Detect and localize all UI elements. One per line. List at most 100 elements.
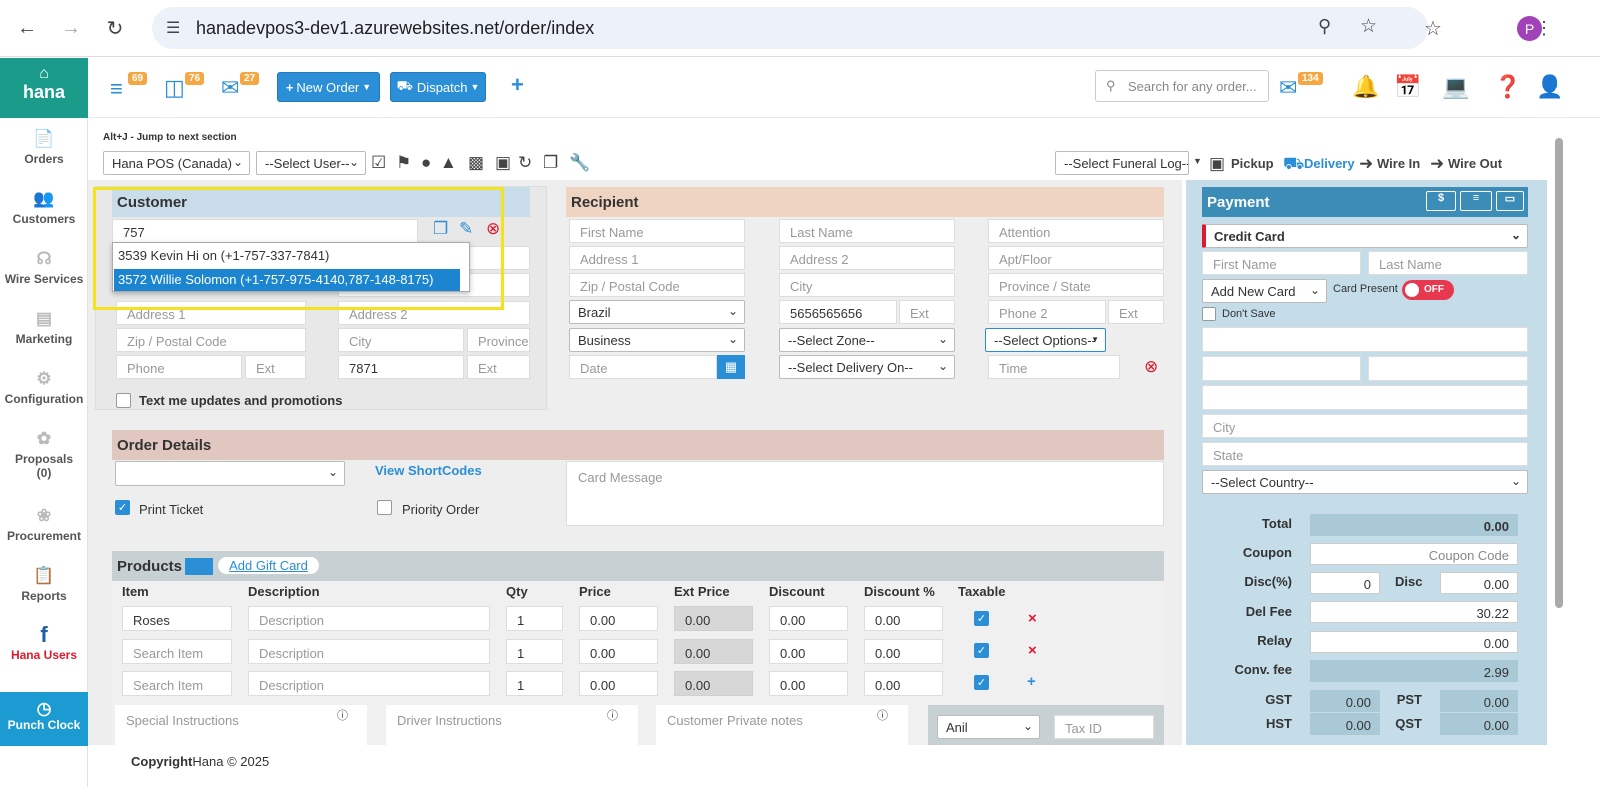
credit-card-icon[interactable]: ▭ <box>1496 191 1524 211</box>
recipient-apt-input[interactable]: Apt/Floor <box>988 246 1164 270</box>
qty-input[interactable]: 1 <box>506 606 563 631</box>
customer-ext2-input[interactable]: Ext <box>467 355 530 379</box>
sidebar-item-proposals[interactable]: ✿ Proposals (0) <box>0 428 88 480</box>
store-select[interactable]: Hana POS (Canada) ⌄ <box>103 151 250 175</box>
price-input[interactable]: 0.00 <box>579 639 658 664</box>
recipient-ext-input[interactable]: Ext <box>899 300 955 324</box>
text-me-checkbox[interactable] <box>116 393 131 408</box>
address-bar[interactable]: ☰ hanadevpos3-dev1.azurewebsites.net/ord… <box>152 7 1428 49</box>
sidebar-item-hana-users[interactable]: f Hana Users <box>0 624 88 663</box>
calendar-button[interactable]: ▦ <box>717 355 745 379</box>
discount-pct-input[interactable]: 0.00 <box>864 639 943 664</box>
mode-delivery[interactable]: Delivery <box>1304 156 1355 171</box>
relay-input[interactable]: 0.00 <box>1310 631 1518 653</box>
description-input[interactable]: Description <box>248 671 490 696</box>
item-input[interactable]: Roses <box>122 606 232 631</box>
card-message-textarea[interactable]: Card Message <box>566 461 1164 526</box>
occasion-select[interactable]: ⌄ <box>115 461 345 486</box>
delivery-on-select[interactable]: --Select Delivery On-- ⌄ <box>779 355 955 379</box>
recipient-address1-input[interactable]: Address 1 <box>569 246 745 270</box>
recipient-phone2-input[interactable]: Phone 2 <box>988 300 1106 324</box>
location-type-select[interactable]: Business ⌄ <box>569 328 745 352</box>
add-gift-card-button[interactable]: Add Gift Card <box>218 557 319 574</box>
customer-notes-input[interactable]: Customer Private notes <box>656 705 908 745</box>
driver-instructions-input[interactable]: Driver Instructions <box>386 705 638 745</box>
discount-input[interactable]: 0.00 <box>769 671 848 696</box>
chat-icon[interactable]: ✉ <box>221 75 240 100</box>
customer-search-input[interactable]: 757 <box>112 219 418 243</box>
item-input[interactable]: Search Item <box>122 671 232 696</box>
customer-city-input[interactable]: City <box>338 328 464 352</box>
customer-ext-input[interactable]: Ext <box>245 355 306 379</box>
sidebar-item-procurement[interactable]: ❀ Procurement <box>0 505 88 543</box>
remove-row-icon[interactable]: × <box>1028 642 1037 659</box>
delivery-date-input[interactable]: Date <box>569 355 717 379</box>
payment-method-select[interactable]: Credit Card ⌄ <box>1202 224 1528 248</box>
view-shortcodes-link[interactable]: View ShortCodes <box>375 463 482 478</box>
zoom-icon[interactable]: ⚲ <box>1318 16 1332 36</box>
options-select[interactable]: --Select Options-- ▼ <box>985 328 1106 352</box>
description-input[interactable]: Description <box>248 606 490 631</box>
recipient-first-name-input[interactable]: First Name <box>569 219 745 243</box>
bell-icon[interactable]: 🔔 <box>1352 74 1380 99</box>
calendar-icon[interactable]: 📅 <box>1394 74 1422 99</box>
new-order-button[interactable]: + New Order ▼ <box>277 72 380 102</box>
zone-select[interactable]: --Select Zone-- ⌄ <box>779 328 955 352</box>
salesperson-select[interactable]: Anil ⌄ <box>937 715 1040 739</box>
billing-address-input[interactable] <box>1202 385 1528 410</box>
del-fee-input[interactable]: 30.22 <box>1310 601 1518 623</box>
basket-icon[interactable]: ▩ <box>468 153 485 172</box>
order-search-input[interactable]: ⚲ Search for any order... <box>1095 70 1269 102</box>
recipient-zip-input[interactable]: Zip / Postal Code <box>569 273 745 297</box>
barcode-icon[interactable] <box>185 558 213 575</box>
road-icon[interactable]: ▲ <box>440 153 457 172</box>
dont-save-checkbox[interactable] <box>1202 307 1216 321</box>
funeral-log-select[interactable]: --Select Funeral Log-- <box>1055 151 1189 175</box>
recipient-address2-input[interactable]: Address 2 <box>779 246 955 270</box>
recipient-country-select[interactable]: Brazil ⌄ <box>569 300 745 324</box>
remove-row-icon[interactable]: × <box>1028 610 1037 627</box>
caret-down-icon[interactable]: ▼ <box>1193 156 1202 166</box>
hana-logo[interactable]: ⌂ hana <box>0 58 88 118</box>
card-last-name-input[interactable]: Last Name <box>1368 251 1528 275</box>
site-settings-icon[interactable]: ☰ <box>166 20 181 37</box>
card-number-input[interactable] <box>1202 327 1528 352</box>
page-scrollbar[interactable] <box>1553 120 1565 745</box>
qty-input[interactable]: 1 <box>506 671 563 696</box>
cash-icon[interactable]: $ <box>1426 191 1456 211</box>
notes-icon[interactable]: ◫ <box>164 75 185 100</box>
billing-city-input[interactable]: City <box>1202 414 1528 438</box>
discount-pct-input[interactable]: 0.00 <box>864 606 943 631</box>
recipient-province-input[interactable]: Province / State <box>988 273 1164 297</box>
qty-input[interactable]: 1 <box>506 639 563 664</box>
mode-wire-out[interactable]: Wire Out <box>1448 156 1503 171</box>
card-expiry-input[interactable] <box>1202 356 1361 381</box>
card-present-toggle[interactable]: OFF <box>1402 280 1454 300</box>
stack-icon[interactable]: ≡ <box>110 76 123 101</box>
card-first-name-input[interactable]: First Name <box>1202 251 1361 275</box>
back-icon[interactable]: ← <box>17 16 37 39</box>
taxable-checkbox[interactable]: ✓ <box>974 675 989 690</box>
customer-phone-input[interactable]: Phone <box>116 355 242 379</box>
punch-clock-button[interactable]: ◷ Punch Clock <box>0 692 88 746</box>
sidebar-item-orders[interactable]: 📄 Orders <box>0 128 88 166</box>
copy-customer-icon[interactable]: ❐ <box>433 219 449 238</box>
sidebar-item-customers[interactable]: 👥 Customers <box>0 188 88 226</box>
recipient-last-name-input[interactable]: Last Name <box>779 219 955 243</box>
save-icon[interactable]: ▣ <box>495 153 512 172</box>
billing-country-select[interactable]: --Select Country-- ⌄ <box>1202 470 1528 494</box>
recipient-attention-input[interactable]: Attention <box>988 219 1164 243</box>
sidebar-item-wire-services[interactable]: ☊ Wire Services <box>0 248 88 286</box>
forward-icon[interactable]: → <box>61 16 81 39</box>
sidebar-item-marketing[interactable]: ▤ Marketing <box>0 308 88 346</box>
delivery-time-input[interactable]: Time <box>988 355 1120 379</box>
bookmark-star-icon[interactable]: ☆ <box>1360 16 1378 37</box>
edit-customer-icon[interactable]: ✎ <box>459 219 474 238</box>
wrench-icon[interactable]: 🔧 <box>569 153 591 172</box>
user-select[interactable]: --Select User-- ⌄ <box>256 151 366 175</box>
disc-input[interactable]: 0.00 <box>1440 572 1518 594</box>
customer-province-input[interactable]: Province <box>467 328 530 352</box>
disc-pct-input[interactable]: 0 <box>1310 572 1380 594</box>
tax-id-input[interactable]: Tax ID <box>1054 715 1154 739</box>
customer-phone2-input[interactable]: 7871 <box>338 355 464 379</box>
